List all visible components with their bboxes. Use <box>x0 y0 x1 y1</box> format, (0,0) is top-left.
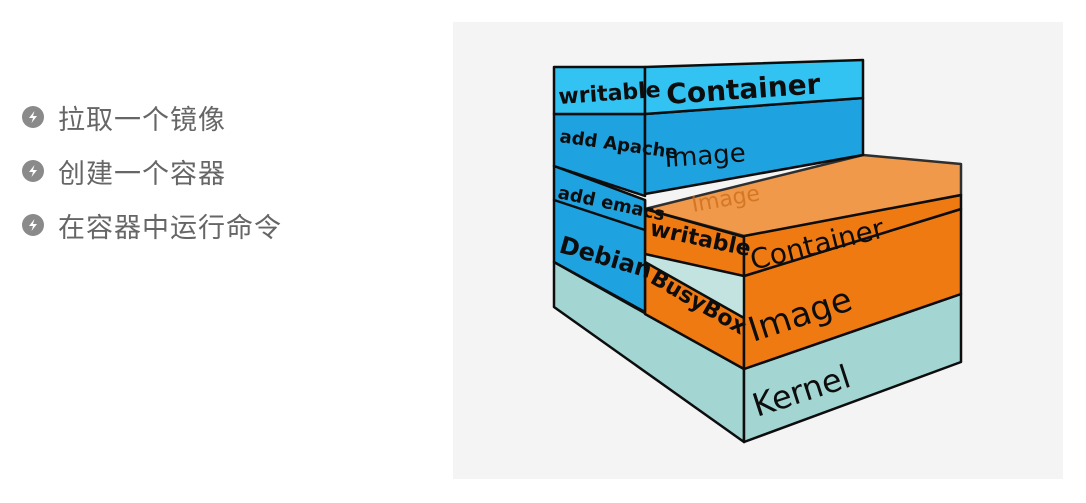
bullet-item-run-command: 在容器中运行命令 <box>22 198 282 252</box>
label-image-blue: Image <box>663 138 746 174</box>
orange-top-face <box>643 153 963 238</box>
bullet-text: 拉取一个镜像 <box>58 104 226 136</box>
bullet-text: 创建一个容器 <box>58 158 226 190</box>
lightning-icon <box>22 160 44 182</box>
bullet-item-pull-image: 拉取一个镜像 <box>22 90 282 144</box>
bullet-item-create-container: 创建一个容器 <box>22 144 282 198</box>
blue-container-face <box>643 58 865 116</box>
add-emacs-face <box>552 164 647 232</box>
bullet-list: 拉取一个镜像 创建一个容器 在容器中运行命令 <box>22 90 282 252</box>
docker-layers-diagram: writable Container add Apache Image add … <box>453 22 1063 479</box>
layers-svg: writable Container add Apache Image add … <box>552 58 963 444</box>
lightning-icon <box>22 106 44 128</box>
lightning-icon <box>22 214 44 236</box>
bullet-text: 在容器中运行命令 <box>58 212 282 244</box>
